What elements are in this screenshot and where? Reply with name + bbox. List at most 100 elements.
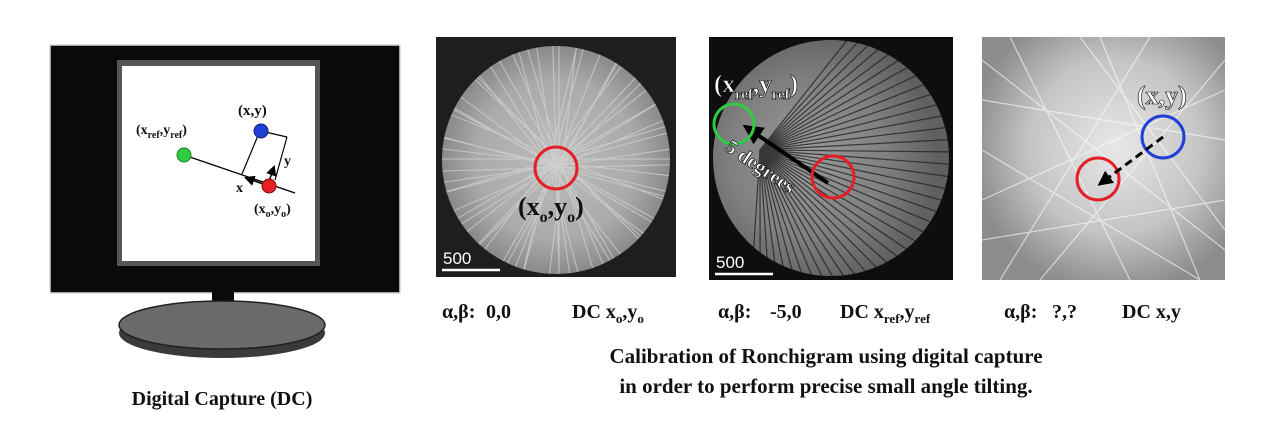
panel-2-streak bbox=[759, 149, 949, 252]
panel-2-dc-label: DC xref,yref bbox=[840, 301, 931, 326]
panel-1-streak bbox=[496, 46, 628, 272]
panel-3-red-circle bbox=[1075, 156, 1121, 202]
panel-3-dc-label: DC x,y bbox=[1122, 301, 1181, 323]
panel-2-scale-label: 500 bbox=[716, 253, 744, 272]
caption-line-1: Calibration of Ronchigram using digital … bbox=[609, 344, 1042, 368]
panel-2-streak bbox=[759, 135, 949, 151]
panel-2-streak bbox=[759, 40, 935, 151]
panel-2-streak bbox=[759, 149, 778, 276]
panel-2-streak bbox=[759, 149, 890, 276]
corner-to-origin-line bbox=[274, 136, 288, 181]
monitor-base-top bbox=[118, 300, 326, 350]
panel-2-streak bbox=[759, 101, 949, 151]
panel-2-streak bbox=[759, 40, 948, 151]
monitor-label-ref: (xref,yref) bbox=[136, 123, 187, 141]
panel-1-streak bbox=[463, 70, 643, 260]
panel-2-streak bbox=[759, 149, 918, 276]
panel-3-tilt-label: α,β: bbox=[1004, 301, 1037, 323]
panel-2-streak bbox=[759, 149, 949, 276]
panel-2-streak bbox=[759, 40, 923, 151]
panel-2-tilt-value: -5,0 bbox=[770, 301, 802, 323]
monitor-label-y: y bbox=[284, 154, 291, 169]
blue-point-dot bbox=[253, 123, 269, 139]
panel-1-dc-label: DC xo,yo bbox=[572, 301, 644, 326]
panel-1-streak bbox=[533, 46, 573, 274]
panel-3-streak bbox=[981, 59, 1226, 251]
panel-2-streak bbox=[759, 149, 905, 276]
panel-2-streak bbox=[759, 149, 949, 204]
panel-2-streak bbox=[759, 40, 949, 151]
panel-2-point-label: (xref,yref) bbox=[714, 71, 798, 103]
panel-1-streak bbox=[442, 145, 670, 185]
panel-1-streak bbox=[456, 78, 662, 240]
panel-1-scale-label: 500 bbox=[443, 249, 471, 268]
monitor-label-point: (x,y) bbox=[238, 103, 267, 119]
panel-2-streak bbox=[759, 149, 944, 276]
panel-1-red-circle bbox=[533, 145, 579, 191]
panel-3-blue-circle bbox=[1140, 114, 1186, 160]
panel-1-streaks bbox=[442, 46, 670, 274]
panel-3-streak bbox=[1039, 59, 1226, 281]
panel-2-ronchigram: 5 degrees (xref,yref) 500 bbox=[709, 37, 953, 280]
panel-2-streak bbox=[759, 40, 949, 151]
panel-2-streak bbox=[759, 149, 949, 154]
panel-2-streak bbox=[759, 149, 949, 276]
panel-2-streak bbox=[759, 149, 949, 220]
panel-2-streak bbox=[759, 149, 795, 276]
panel-1-ronchigram: (xo,yo) 500 bbox=[436, 37, 676, 277]
panel-2-tilt-arrow bbox=[742, 124, 830, 185]
monitor-capture-area bbox=[122, 66, 315, 261]
panel-2-streak bbox=[759, 85, 949, 151]
green-ref-dot bbox=[176, 147, 192, 163]
panel-3-dashed-arrow bbox=[1097, 135, 1164, 186]
panel-2-streak bbox=[759, 149, 949, 187]
panel-2-streak bbox=[759, 149, 949, 171]
panel-2-streak bbox=[759, 149, 875, 276]
panel-2-tilt-label: α,β: bbox=[718, 301, 751, 323]
panel-2-streak bbox=[759, 68, 949, 151]
panel-2-pattern bbox=[713, 40, 949, 276]
panel-2-streak bbox=[742, 149, 761, 276]
panel-2-streak bbox=[759, 149, 812, 276]
ref-to-origin-line bbox=[183, 154, 296, 194]
panel-1-streak bbox=[442, 163, 670, 173]
panel-2-streak bbox=[759, 149, 949, 268]
panel-1-point-label: (xo,yo) bbox=[518, 192, 584, 226]
monitor-label-origin: (xo,yo) bbox=[254, 202, 291, 220]
red-origin-dot bbox=[261, 178, 277, 194]
panel-3-ronchigram: (x,y) bbox=[981, 36, 1226, 281]
point-to-x-line bbox=[241, 132, 260, 175]
panel-1-streak bbox=[442, 121, 670, 197]
monitor-caption: Digital Capture (DC) bbox=[132, 388, 313, 410]
panel-3-streak bbox=[1099, 36, 1201, 281]
panel-2-green-circle bbox=[712, 102, 756, 146]
panel-1-streak bbox=[518, 46, 588, 274]
caption-line-2: in order to perform precise small angle … bbox=[619, 374, 1032, 398]
panel-1-streak bbox=[450, 93, 670, 231]
panel-3-point-label: (x,y) bbox=[1137, 81, 1187, 110]
panel-2-streak bbox=[759, 40, 949, 151]
panel-2-streak bbox=[759, 149, 860, 276]
panel-2-red-circle bbox=[810, 154, 856, 200]
panel-2-streak bbox=[759, 40, 949, 151]
panel-2-streak bbox=[759, 149, 932, 276]
panel-3-tilt-value: ?,? bbox=[1052, 301, 1077, 323]
panel-1-streak bbox=[471, 57, 629, 267]
panel-3-streak bbox=[999, 36, 1151, 281]
panel-2-streak bbox=[759, 118, 949, 151]
panel-1-tilt-value: 0,0 bbox=[486, 301, 511, 323]
monitor-label-x: x bbox=[236, 181, 243, 196]
panel-3-streak bbox=[1079, 36, 1226, 231]
monitor: (xref,yref) (x,y) (xo,yo) x y bbox=[49, 44, 401, 358]
panel-1-streak bbox=[519, 46, 581, 274]
panel-1-streak bbox=[442, 127, 670, 197]
panel-1-tilt-label: α,β: bbox=[442, 301, 475, 323]
panel-3-streak bbox=[981, 149, 1201, 281]
panel-3-streak bbox=[981, 199, 1226, 241]
panel-2-streak bbox=[759, 53, 949, 151]
panel-3-streak bbox=[1009, 36, 1131, 281]
panel-1-streak bbox=[507, 46, 605, 274]
panel-1-streak bbox=[442, 99, 663, 231]
panel-2-streak bbox=[759, 40, 949, 151]
